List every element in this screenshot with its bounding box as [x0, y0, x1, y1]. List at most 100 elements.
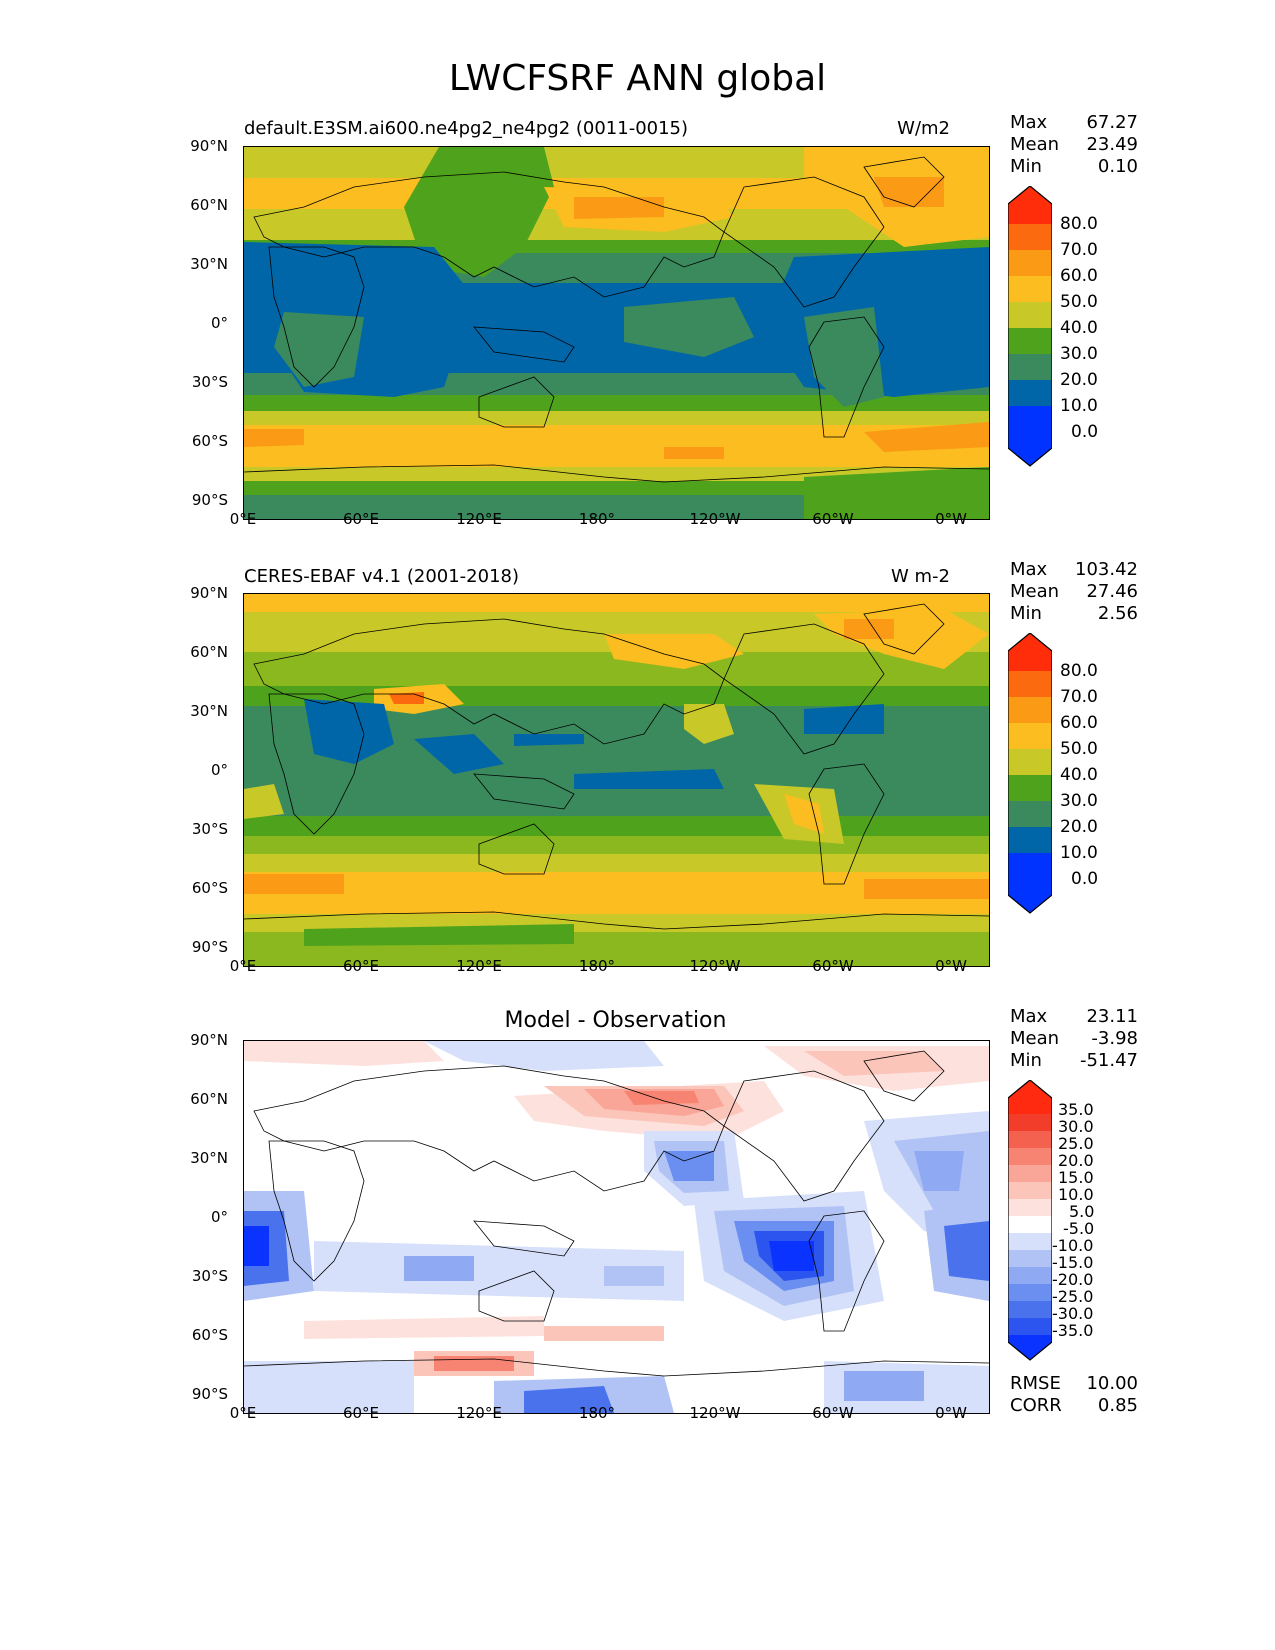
- panel3-xtick: 120°W: [689, 1404, 741, 1422]
- panel1-xtick: 0°E: [229, 510, 257, 528]
- panel1-xtick: 180°: [578, 510, 616, 528]
- colorbar-label: 50.0: [1060, 292, 1098, 312]
- patch: [244, 429, 304, 447]
- panel3-ytick: 60°S: [191, 1326, 228, 1344]
- panel1-ytick: 30°S: [191, 373, 228, 391]
- colorbar-label: 60.0: [1060, 713, 1098, 733]
- colorbar-swatch: [1008, 671, 1052, 697]
- colorbar-swatch: [1008, 1182, 1052, 1199]
- colorbar-label: 35.0: [1058, 1100, 1094, 1119]
- stat-mean: 27.46: [1086, 581, 1138, 602]
- colorbar-swatch: [1008, 633, 1052, 671]
- colorbar-swatch: [1008, 406, 1052, 466]
- panel2-colorbar: [1008, 633, 1052, 914]
- colorbar-label: -15.0: [1052, 1253, 1094, 1272]
- colorbar-label: 70.0: [1060, 240, 1098, 260]
- colorbar-swatch: [1008, 1199, 1052, 1216]
- panel3-ytick: 60°N: [190, 1090, 228, 1108]
- panel1-field: [244, 147, 989, 519]
- colorbar-swatch: [1008, 853, 1052, 913]
- stat-label: Max: [1010, 112, 1048, 133]
- patch: [784, 794, 824, 834]
- metric-label: CORR: [1010, 1395, 1062, 1416]
- panel1-ytick: 60°N: [190, 196, 228, 214]
- colorbar-swatch: [1008, 276, 1052, 302]
- colorbar-label: -5.0: [1063, 1219, 1095, 1238]
- stat-label: Mean: [1010, 134, 1060, 155]
- colorbar-label: 40.0: [1060, 765, 1098, 785]
- stat-label: Mean: [1010, 1028, 1060, 1049]
- panel1-ytick: 90°S: [191, 491, 228, 509]
- patch: [574, 769, 724, 789]
- coastlines: [244, 156, 989, 483]
- patch: [624, 297, 754, 357]
- panel1-map: [243, 146, 990, 520]
- colorbar-swatch: [1008, 1080, 1052, 1114]
- colorbar-swatch: [1008, 250, 1052, 276]
- colorbar-label: -35.0: [1052, 1321, 1094, 1340]
- patch: [244, 1041, 444, 1066]
- band: [244, 395, 989, 411]
- stat-label: Min: [1010, 156, 1042, 177]
- colorbar-swatch: [1008, 328, 1052, 354]
- patch: [664, 447, 724, 459]
- colorbar-swatch: [1008, 775, 1052, 801]
- panel2-xtick: 120°E: [456, 957, 502, 975]
- patch: [514, 734, 584, 746]
- panel2-field: [244, 594, 989, 966]
- patch: [244, 874, 344, 894]
- patch: [804, 467, 989, 519]
- panel1-xtick: 120°W: [689, 510, 741, 528]
- stat-mean: 23.49: [1086, 134, 1138, 155]
- panel1-left-title: default.E3SM.ai600.ne4pg2_ne4pg2 (0011-0…: [244, 118, 689, 139]
- panel3-xtick: 0°W: [935, 1404, 967, 1422]
- panel2-left-title: CERES-EBAF v4.1 (2001-2018): [244, 566, 520, 587]
- panel3-xtick: 60°E: [342, 1404, 380, 1422]
- stat-min: 0.10: [1097, 156, 1138, 177]
- colorbar-swatch: [1008, 1148, 1052, 1165]
- patch: [769, 1241, 814, 1271]
- colorbar-label: 80.0: [1060, 214, 1098, 234]
- colorbar-label: 15.0: [1058, 1168, 1094, 1187]
- panel1-ytick: 30°N: [190, 255, 228, 273]
- colorbar-label: 20.0: [1060, 817, 1098, 837]
- colorbar-swatch: [1008, 1318, 1052, 1335]
- colorbar-label: -20.0: [1052, 1270, 1094, 1289]
- colorbar-swatch: [1008, 1335, 1052, 1360]
- patch: [244, 1226, 269, 1266]
- panel1-colorbar: [1008, 186, 1052, 467]
- patch: [544, 1326, 664, 1341]
- panel2-ytick: 30°N: [190, 702, 228, 720]
- stat-max: 23.11: [1086, 1006, 1138, 1027]
- panel1-xtick: 60°W: [812, 510, 854, 528]
- patch: [914, 1151, 964, 1191]
- panel2-xtick: 0°E: [229, 957, 257, 975]
- colorbar-label: 70.0: [1060, 687, 1098, 707]
- metric-corr: 0.85: [1097, 1395, 1138, 1416]
- colorbar-label: 10.0: [1060, 396, 1098, 416]
- colorbar-swatch: [1008, 354, 1052, 380]
- colorbar-swatch: [1008, 1165, 1052, 1182]
- panel2-ytick: 90°S: [191, 938, 228, 956]
- colorbar-label: 20.0: [1058, 1151, 1094, 1170]
- patch: [574, 197, 664, 219]
- panel2-map: [243, 593, 990, 967]
- band: [244, 411, 989, 425]
- metric-rmse: 10.00: [1086, 1373, 1138, 1394]
- panel2-ytick: 90°N: [190, 584, 228, 602]
- panel3-metrics: RMSE 10.00 CORR 0.85: [1010, 1373, 1138, 1417]
- panel2-ytick: 0°: [210, 761, 228, 779]
- colorbar-label: 10.0: [1058, 1185, 1094, 1204]
- band: [244, 816, 989, 836]
- stat-max: 103.42: [1075, 559, 1138, 580]
- colorbar-swatch: [1008, 801, 1052, 827]
- colorbar-swatch: [1008, 1114, 1052, 1131]
- stat-label: Max: [1010, 1006, 1048, 1027]
- colorbar-label: 0.0: [1071, 869, 1099, 889]
- panel1-right-title: W/m2: [897, 118, 950, 139]
- band: [244, 481, 989, 495]
- colorbar-swatch: [1008, 1267, 1052, 1284]
- patch: [424, 1041, 664, 1071]
- stat-max: 67.27: [1086, 112, 1138, 133]
- stat-min: -51.47: [1079, 1050, 1138, 1071]
